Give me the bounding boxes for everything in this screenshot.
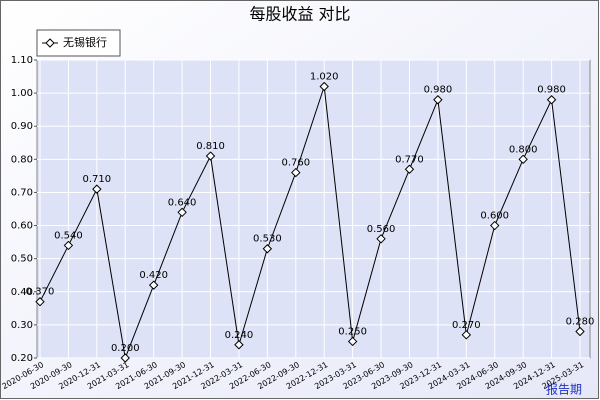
data-label: 0.250 <box>338 326 367 337</box>
data-label: 0.540 <box>54 230 83 241</box>
data-label: 0.600 <box>480 211 509 222</box>
data-label: 1.020 <box>310 71 339 82</box>
x-axis-label: 报告期 <box>546 382 582 397</box>
data-label: 0.280 <box>566 317 595 328</box>
point <box>347 336 358 347</box>
data-label: 0.980 <box>537 85 566 96</box>
point <box>291 167 301 178</box>
data-label: 0.270 <box>452 320 481 331</box>
point <box>120 353 130 363</box>
legend-marker <box>45 38 55 48</box>
y-tick-label: 0.90 <box>11 121 33 132</box>
y-tick-label: 1.00 <box>11 88 33 99</box>
y-tick-label: 0.50 <box>11 254 33 265</box>
data-label: 0.200 <box>111 343 140 354</box>
data-label: 0.710 <box>83 174 112 185</box>
point <box>262 244 273 254</box>
data-label: 0.640 <box>168 197 197 208</box>
legend-label: 无锡银行 <box>63 35 107 49</box>
point <box>35 297 45 307</box>
point <box>376 234 386 244</box>
data-label: 0.810 <box>196 141 225 152</box>
y-tick-label: 1.10 <box>11 55 33 66</box>
y-tick-label: 0.20 <box>11 353 33 364</box>
point <box>518 154 528 165</box>
data-label: 0.370 <box>26 287 55 298</box>
data-label: 0.420 <box>139 270 168 281</box>
point <box>63 240 74 251</box>
y-tick-label: 0.40 <box>11 287 33 298</box>
point <box>205 151 216 161</box>
point <box>461 330 472 340</box>
point <box>433 95 443 105</box>
chart-title: 每股收益 对比 <box>249 5 350 24</box>
y-tick-label: 0.60 <box>11 221 33 232</box>
data-label: 0.760 <box>281 158 310 169</box>
point <box>234 340 244 350</box>
plot-area <box>36 59 591 359</box>
y-tick-label: 0.70 <box>11 187 33 198</box>
point <box>177 207 187 218</box>
point <box>92 184 102 194</box>
point <box>546 95 557 105</box>
point <box>148 280 159 290</box>
point <box>490 220 500 231</box>
point <box>575 326 585 337</box>
y-tick-label: 0.30 <box>11 320 33 331</box>
data-label: 0.240 <box>225 330 254 341</box>
data-label: 0.800 <box>509 144 538 155</box>
data-label: 0.530 <box>253 234 282 245</box>
point <box>319 81 329 92</box>
line <box>39 86 581 360</box>
point <box>404 164 415 174</box>
y-tick-label: 0.80 <box>11 154 33 165</box>
data-label: 0.980 <box>424 85 453 96</box>
data-label: 0.560 <box>367 224 396 235</box>
data-label: 0.770 <box>395 154 424 165</box>
